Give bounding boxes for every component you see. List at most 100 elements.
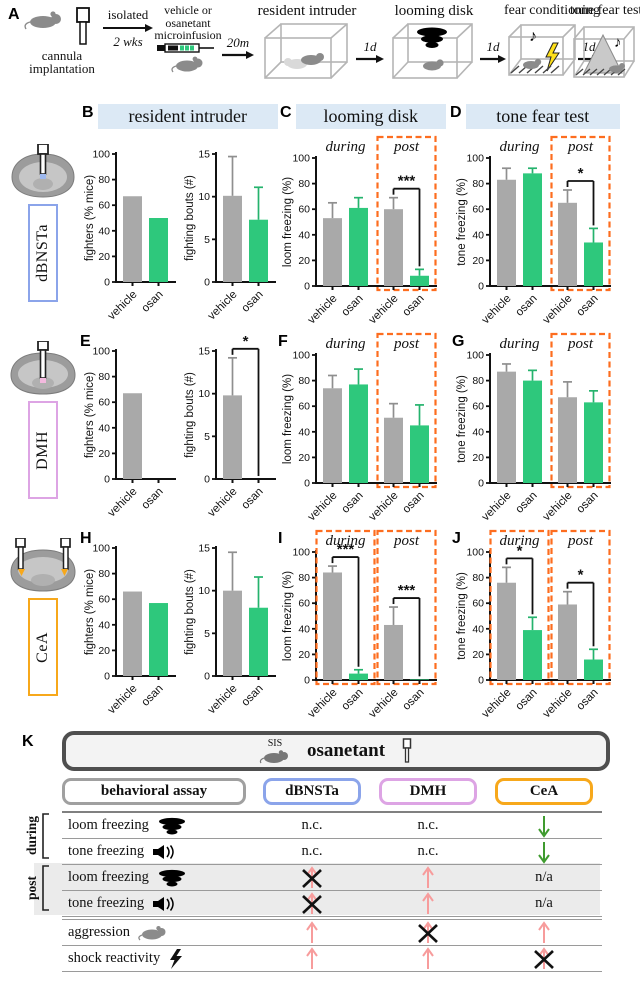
bar-osan [149, 218, 168, 282]
bar-osan [349, 673, 368, 680]
cell-text: n.c. [417, 843, 439, 859]
svg-text:100: 100 [292, 547, 310, 559]
svg-text:tone freezing (%): tone freezing (%) [456, 178, 468, 266]
svg-text:15: 15 [198, 543, 210, 555]
brain-schematic-cea [10, 538, 76, 592]
crossed-up-arrow-icon [418, 920, 438, 943]
x-tick-label: osan [140, 683, 166, 709]
chart-loom-freezing-cea: 0 20 40 60 80 100 loom freezing (%) during vehic… [280, 528, 439, 725]
svg-text:40: 40 [98, 225, 110, 237]
cell-text: n.c. [417, 817, 439, 833]
assay-label: shock reactivity [68, 950, 161, 966]
region-label-box-cea: CeA [28, 598, 58, 696]
x-tick-label: osan [401, 687, 427, 713]
svg-text:100: 100 [292, 153, 310, 165]
resident-intruder-cage-icon [264, 22, 348, 79]
d1c-label: 1d [582, 39, 596, 54]
region-header-dbnsta: dBNSTa [263, 778, 361, 805]
panel-letter-j: J [452, 530, 461, 547]
orange-dashed-box [489, 529, 550, 686]
chart-fighters-dbnsta: 0 20 40 60 80 100 fighters (% mice) vehicle osan [82, 134, 178, 327]
svg-text:loom freezing (%): loom freezing (%) [282, 177, 294, 267]
chart-fighters-cea: 0 20 40 60 80 100 fighters (% mice) vehicle osan [82, 528, 178, 721]
svg-text:20: 20 [298, 649, 310, 661]
mouse-icon [138, 925, 166, 940]
svg-text:tone freezing (%): tone freezing (%) [456, 572, 468, 660]
svg-text:10: 10 [198, 388, 210, 400]
bar-osan [584, 659, 603, 680]
x-tick-label: osan [240, 683, 266, 709]
chart-loom-freezing-dbnsta: 0 20 40 60 80 100 loom freezing (%) during vehic… [280, 134, 439, 331]
up-arrow-icon [422, 946, 434, 969]
cell-text: n/a [535, 869, 553, 885]
svg-text:80: 80 [472, 375, 484, 387]
arrow-icon [103, 23, 153, 32]
bracket-icon [42, 813, 49, 859]
svg-text:20: 20 [98, 251, 110, 263]
bar-vehicle [223, 395, 242, 479]
bar-vehicle [384, 624, 403, 680]
timeline-looming-disk: looming disk [386, 3, 482, 84]
summary-cell-CeA [486, 813, 602, 838]
up-arrow-icon [306, 920, 318, 943]
mouse-and-cannula-icon [24, 7, 90, 45]
bar-chart-e1: 0 20 40 60 80 100 fighters (% mice) vehicle osan [84, 346, 176, 519]
orange-dashed-box [550, 332, 611, 489]
crossed-up-arrow-icon [302, 865, 322, 888]
svg-text:0: 0 [304, 281, 310, 293]
svg-text:100: 100 [92, 149, 110, 161]
panel-letter-e: E [80, 333, 91, 350]
bar-osan [523, 380, 542, 483]
timeline-tone-fear-test: tone fear test ♪ [570, 3, 640, 85]
x-tick-label: vehicle [206, 683, 240, 716]
bar-osan [349, 384, 368, 483]
svg-text:100: 100 [292, 350, 310, 362]
x-tick-label: osan [575, 490, 601, 516]
bar-chart-d: 0 20 40 60 80 100 tone freezing (%) during vehic… [456, 135, 611, 326]
bar-osan [410, 679, 429, 680]
svg-text:15: 15 [198, 149, 210, 161]
down-arrow-icon [538, 841, 550, 864]
bar-osan [410, 425, 429, 483]
bar-chart-e2: 0 5 10 15 fighting bouts (#) vehicle osan * [184, 333, 276, 519]
group-label: post [567, 336, 594, 352]
group-label: during [325, 139, 366, 155]
assay-label: loom freezing [68, 869, 149, 885]
group-label: post [393, 533, 420, 549]
region-label-box-dmh: DMH [28, 401, 58, 499]
svg-text:0: 0 [304, 675, 310, 687]
mouse-icon [171, 57, 203, 73]
bar-osan [584, 402, 603, 483]
t20m-label: 20m [226, 35, 250, 50]
music-note-glyph: ♪ [529, 28, 537, 45]
row-dmh: DMH E 0 20 40 60 80 100 fighters (% mice) vehic… [0, 331, 640, 528]
d1a-label: 1d [363, 39, 377, 54]
summary-cell-DMH [370, 865, 486, 890]
x-tick-label: vehicle [541, 687, 575, 720]
x-tick-label: vehicle [306, 490, 340, 523]
group-label: post [567, 139, 594, 155]
svg-text:40: 40 [472, 623, 484, 635]
infusion-line3: microinfusion [154, 28, 222, 43]
svg-text:0: 0 [204, 277, 210, 289]
x-tick-label: vehicle [206, 289, 240, 322]
bar-osan [584, 242, 603, 286]
summary-cell-dBNSTa [254, 946, 370, 971]
x-tick-label: vehicle [480, 293, 514, 326]
summary-row-aggression: aggression [62, 919, 602, 946]
x-tick-label: vehicle [480, 490, 514, 523]
x-tick-label: osan [340, 687, 366, 713]
row-dbnsta: dBNSTa 0 20 40 60 80 100 fighters (% mice) vehi… [0, 134, 640, 331]
speaker-icon [153, 844, 174, 859]
summary-panel: K SIS osanetant behavioral assay dBNSTa … [10, 731, 630, 991]
up-arrow-icon [422, 891, 434, 914]
summary-cell-CeA [486, 946, 602, 971]
svg-text:0: 0 [478, 675, 484, 687]
svg-text:5: 5 [204, 234, 210, 246]
cell-text: n.c. [301, 817, 323, 833]
chart-tone-freezing-dmh: 0 20 40 60 80 100 tone freezing (%) during vehic… [454, 331, 613, 528]
svg-text:60: 60 [472, 204, 484, 216]
isolated-label: isolated [107, 7, 149, 22]
svg-text:20: 20 [298, 452, 310, 464]
arrow-icon [356, 55, 384, 63]
